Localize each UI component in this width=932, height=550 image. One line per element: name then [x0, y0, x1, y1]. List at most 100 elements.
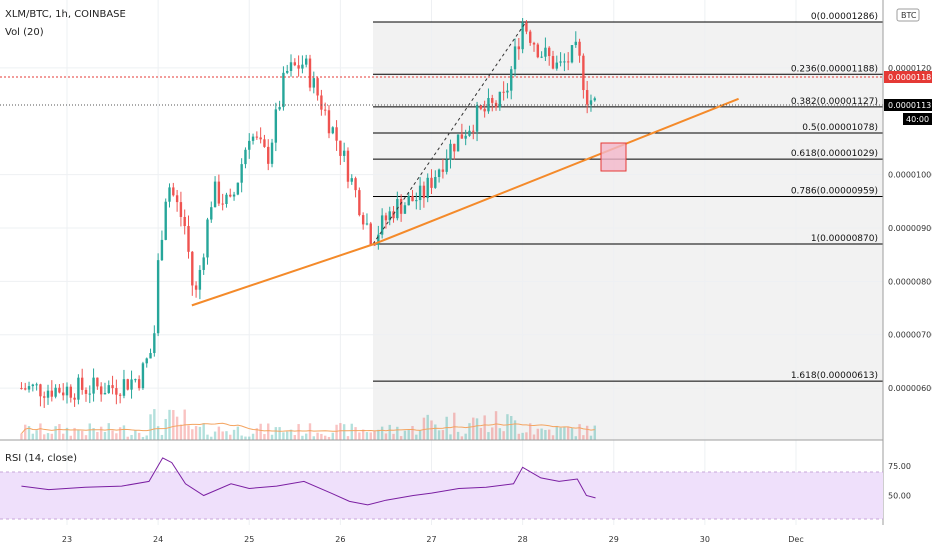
- volume-bar: [194, 426, 198, 440]
- volume-bar: [418, 430, 422, 440]
- candle-body: [388, 211, 391, 221]
- time-tick-label: 27: [426, 535, 436, 544]
- volume-bar: [35, 430, 38, 440]
- candle-body: [213, 181, 217, 208]
- candle-body: [141, 363, 145, 389]
- volume-bar: [426, 414, 429, 440]
- price-tick-label: 0.00000700: [888, 331, 932, 340]
- candle-body: [510, 69, 513, 91]
- fib-level-label: 0.236(0.00001188): [791, 64, 878, 74]
- volume-bar: [187, 425, 190, 440]
- candle-body: [126, 379, 129, 390]
- candle-body: [548, 47, 551, 57]
- volume-bar: [441, 430, 445, 440]
- volume-bar: [358, 432, 361, 440]
- candle-body: [373, 244, 376, 246]
- candle-body: [145, 358, 148, 364]
- candle-body: [96, 377, 99, 387]
- candle-body: [445, 159, 448, 172]
- volume-bar: [213, 431, 217, 440]
- volume-bar: [54, 426, 57, 440]
- candle-body: [483, 108, 486, 112]
- candle-body: [88, 393, 91, 395]
- candle-body: [456, 134, 460, 152]
- candle-body: [236, 182, 240, 195]
- candle-body: [331, 127, 334, 134]
- candle-body: [544, 47, 547, 57]
- volume-bar: [77, 430, 80, 440]
- volume-bar: [164, 418, 167, 440]
- candle-body: [39, 384, 42, 397]
- volume-bar: [111, 430, 114, 440]
- candle-body: [69, 386, 72, 398]
- volume-bar: [464, 433, 467, 440]
- volume-bar: [305, 433, 308, 440]
- candle-body: [380, 215, 384, 235]
- volume-bar: [585, 425, 589, 440]
- volume-bar: [96, 431, 99, 440]
- volume-bar: [578, 424, 581, 440]
- candle-body: [175, 195, 179, 203]
- candle-body: [73, 397, 76, 400]
- volume-bar: [175, 416, 179, 440]
- candle-body: [270, 142, 274, 164]
- candle-body: [517, 46, 521, 50]
- candle-body: [122, 379, 126, 396]
- volume-bar: [130, 434, 133, 440]
- volume-bar: [31, 433, 35, 440]
- volume-bar: [361, 429, 365, 440]
- volume-bar: [244, 436, 247, 440]
- volume-bar: [58, 424, 61, 440]
- volume-bar: [589, 435, 593, 440]
- volume-bar: [487, 432, 490, 440]
- volume-bar: [308, 423, 312, 440]
- fibonacci-shaded-region: [373, 22, 883, 440]
- candle-body: [460, 134, 464, 139]
- candle-body: [210, 207, 213, 220]
- volume-bar: [251, 433, 255, 440]
- fib-level-label: 1.618(0.00000613): [791, 371, 878, 381]
- candle-body: [585, 90, 589, 105]
- fib-level-label: 1(0.00000870): [811, 234, 878, 244]
- volume-bar: [232, 429, 236, 440]
- volume-bar: [46, 433, 50, 440]
- volume-bar: [529, 423, 532, 440]
- candle-body: [278, 107, 281, 110]
- candle-body: [411, 195, 414, 202]
- candle-body: [289, 62, 293, 71]
- candle-body: [320, 95, 323, 110]
- volume-bar: [521, 432, 524, 440]
- candle-body: [418, 185, 422, 201]
- volume-bar: [555, 425, 558, 440]
- candle-body: [502, 91, 505, 93]
- volume-bar: [540, 428, 543, 440]
- candle-body: [130, 379, 133, 390]
- volume-bar: [548, 429, 551, 440]
- volume-bar: [172, 410, 175, 440]
- volume-bar: [84, 435, 88, 440]
- volume-bar: [156, 426, 160, 440]
- candle-body: [582, 55, 585, 91]
- fib-level-label: 0.5(0.00001078): [802, 123, 878, 133]
- volume-bar: [107, 423, 110, 440]
- volume-bar: [153, 409, 156, 440]
- volume-bar: [316, 432, 319, 440]
- volume-bar: [430, 420, 433, 440]
- svg-text:40:00: 40:00: [906, 115, 929, 124]
- price-tick-label: 0.00001200: [888, 64, 932, 73]
- volume-bar: [320, 433, 323, 440]
- volume-bar: [73, 427, 76, 440]
- candle-body: [282, 72, 285, 108]
- candle-body: [255, 136, 259, 138]
- candle-body: [434, 177, 437, 188]
- volume-bar: [350, 423, 353, 440]
- candle-body: [346, 150, 350, 182]
- candle-body: [149, 353, 152, 359]
- candle-body: [24, 388, 27, 390]
- candle-body: [392, 211, 395, 219]
- price-tick-label: 0.00000900: [888, 224, 932, 233]
- volume-bar: [270, 434, 274, 440]
- time-tick-label: 23: [62, 535, 72, 544]
- volume-bar: [62, 433, 65, 440]
- candle-body: [137, 379, 141, 389]
